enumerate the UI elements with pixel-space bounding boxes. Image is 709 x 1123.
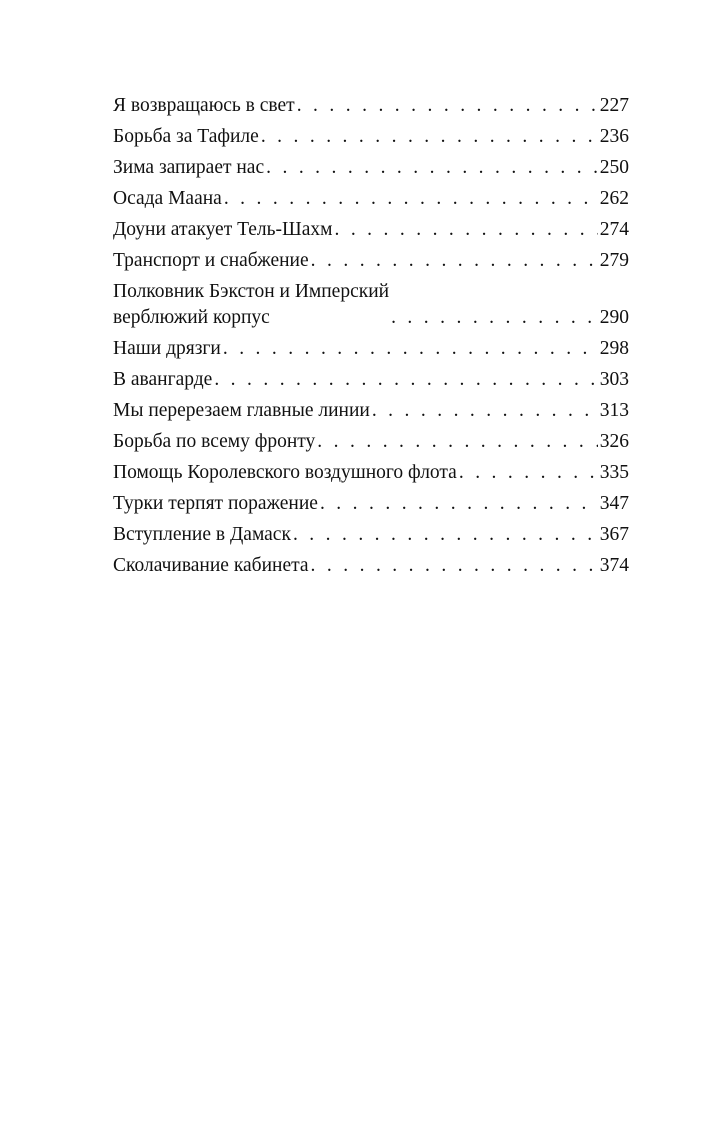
leader-dots [266,155,598,181]
toc-entry-page: 274 [599,219,629,240]
toc-entry-page: 347 [599,493,629,514]
toc-entry: Помощь Королевского воздушного флота 335 [113,455,629,486]
toc-entry-page: 279 [599,250,629,271]
toc-entry: Вступление в Дамаск 367 [113,517,629,548]
toc-entry-title: Я возвращаюсь в свет [113,95,295,116]
toc-entry-title: Сколачивание кабинета [113,555,309,576]
toc-entry: Борьба по всему фронту 326 [113,424,629,455]
toc-entry-title: Полковник Бэкстон и Имперский верблюжий … [113,281,390,328]
toc-entry-title: Вступление в Дамаск [113,524,291,545]
leader-dots [317,429,597,455]
toc-entry: Зима запирает нас 250 [113,150,629,181]
leader-dots [320,491,598,517]
leader-dots [224,186,598,212]
toc-entry-title: В авангарде [113,369,213,390]
toc-entry: В авангарде 303 [113,362,629,393]
toc-entry: Доуни атакует Тель-Шахм 274 [113,212,629,243]
toc-entry: Мы перерезаем главные линии 313 [113,393,629,424]
toc-entry-page: 335 [599,462,629,483]
toc-entry-page: 298 [599,338,629,359]
leader-dots [293,522,598,548]
leader-dots [297,93,598,119]
toc-entry: Сколачивание кабинета 374 [113,548,629,579]
leader-dots [372,398,598,424]
toc-entry-page: 250 [599,157,629,178]
toc-entry-page: 290 [599,307,629,328]
toc-entry-page: 367 [599,524,629,545]
toc-entry-page: 303 [599,369,629,390]
toc-entry-page: 313 [599,400,629,421]
toc-entry: Турки терпят поражение 347 [113,486,629,517]
table-of-contents: Я возвращаюсь в свет 227 Борьба за Тафиле 2… [113,88,629,579]
leader-dots [261,124,598,150]
toc-entry-title: Осада Маана [113,188,222,209]
toc-entry-title: Мы перерезаем главные линии [113,400,370,421]
toc-entry: Полковник Бэкстон и Имперский верблюжий … [113,274,629,331]
leader-dots [223,336,598,362]
toc-entry-page: 227 [599,95,629,116]
leader-dots [311,248,598,274]
toc-entry-page: 374 [599,555,629,576]
toc-entry-title: Наши дрязги [113,338,221,359]
leader-dots [334,217,597,243]
toc-entry-title: Борьба по всему фронту [113,431,316,452]
toc-entry-title: Помощь Королевского воздушного флота [113,462,457,483]
leader-dots [391,305,598,331]
leader-dots [311,553,598,579]
toc-entry-title: Борьба за Тафиле [113,126,259,147]
toc-entry-page: 236 [599,126,629,147]
toc-entry: Транспорт и снабжение 279 [113,243,629,274]
toc-entry-title: Зима запирает нас [113,157,265,178]
toc-entry: Осада Маана 262 [113,181,629,212]
toc-entry: Я возвращаюсь в свет 227 [113,88,629,119]
toc-entry-page: 262 [599,188,629,209]
toc-entry-title: Турки терпят поражение [113,493,318,514]
toc-entry-page: 326 [599,431,629,452]
toc-entry: Борьба за Тафиле 236 [113,119,629,150]
toc-entry-title: Доуни атакует Тель-Шахм [113,219,333,240]
toc-entry-title: Транспорт и снабжение [113,250,309,271]
toc-entry: Наши дрязги 298 [113,331,629,362]
leader-dots [214,367,597,393]
leader-dots [459,460,598,486]
